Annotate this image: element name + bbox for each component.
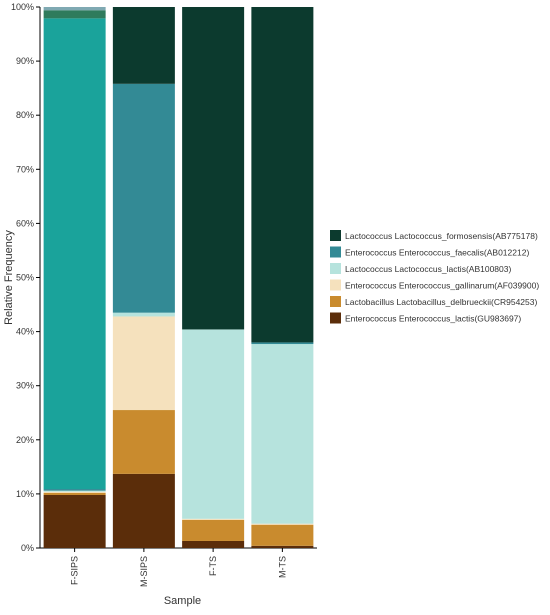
y-tick-label: 40% — [16, 327, 34, 337]
y-tick-label: 60% — [16, 218, 34, 228]
bar-segment — [251, 524, 314, 546]
bar-segment — [43, 494, 106, 548]
y-tick-label: 30% — [16, 381, 34, 391]
y-tick-label: 0% — [21, 543, 34, 553]
legend-label: Lactococcus Lactococcus_formosensis(AB77… — [345, 231, 538, 241]
bar-segment — [251, 523, 314, 525]
bar-segment — [112, 7, 175, 84]
y-tick-label: 80% — [16, 110, 34, 120]
bar-segment — [43, 490, 106, 492]
bar-segment — [251, 342, 314, 345]
bar-segment — [182, 329, 245, 519]
bar-segment — [43, 10, 106, 19]
x-tick-label: M-SIPS — [139, 556, 149, 587]
bar-segment — [112, 83, 175, 313]
legend-label: Lactobacillus Lactobacillus_delbrueckii(… — [345, 297, 537, 307]
bars-layer — [43, 7, 314, 548]
legend: Lactococcus Lactococcus_formosensis(AB77… — [330, 230, 539, 324]
bar-segment — [112, 312, 175, 317]
bar-segment — [182, 540, 245, 548]
legend-label: Enterococcus Enterococcus_faecalis(AB012… — [345, 248, 529, 258]
legend-label: Lactococcus Lactococcus_lactis(AB100803) — [345, 264, 511, 274]
bar-segment — [43, 7, 106, 11]
x-tick-label: F-SIPS — [70, 556, 80, 585]
y-tick-label: 20% — [16, 435, 34, 445]
x-tick-label: M-TS — [277, 556, 287, 578]
legend-swatch — [330, 312, 341, 324]
bar-segment — [43, 492, 106, 495]
bar-segment — [112, 473, 175, 548]
y-tick-label: 90% — [16, 56, 34, 66]
y-tick-label: 10% — [16, 489, 34, 499]
legend-swatch — [330, 279, 341, 291]
legend-label: Enterococcus Enterococcus_gallinarum(AF0… — [345, 281, 539, 291]
bar-segment — [43, 491, 106, 493]
bar-segment — [251, 545, 314, 548]
labels-layer: 0% 10% 20% 30% 40% 50% 60% 70% 80% 90% 100% F-SIPS M… — [3, 2, 287, 607]
bar-segment — [182, 519, 245, 541]
bar-segment — [112, 316, 175, 411]
x-axis-title: Sample — [164, 595, 201, 607]
legend-swatch — [330, 263, 341, 274]
y-axis-title: Relative Frequency — [3, 230, 15, 325]
bar-segment — [182, 7, 245, 330]
legend-swatch — [330, 246, 341, 258]
bar-segment — [182, 518, 245, 520]
bar-segment — [251, 344, 314, 524]
legend-swatch — [330, 230, 341, 241]
bar-segment — [43, 489, 106, 491]
bar-segment — [112, 410, 175, 474]
y-tick-label: 100% — [11, 2, 34, 12]
y-tick-label: 70% — [16, 164, 34, 174]
legend-label: Enterococcus Enterococcus_lactis(GU98369… — [345, 314, 521, 324]
bar-segment — [43, 18, 106, 490]
legend-swatch — [330, 296, 341, 307]
bar-segment — [251, 7, 314, 343]
y-tick-label: 50% — [16, 273, 34, 283]
x-tick-label: F-TS — [208, 556, 218, 576]
